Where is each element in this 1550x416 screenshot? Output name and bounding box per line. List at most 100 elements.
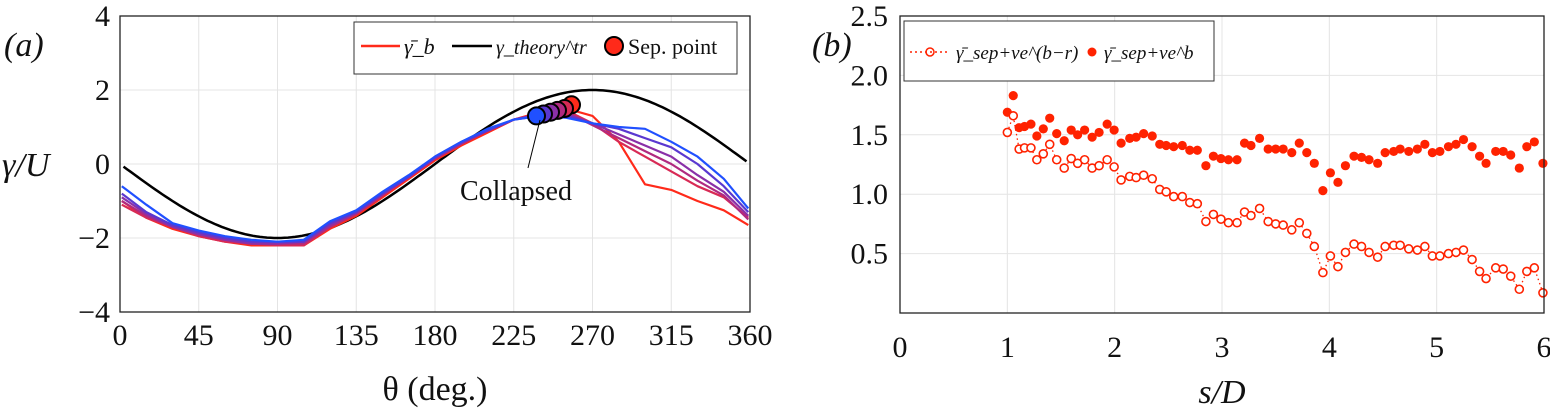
panel-a-legend: γ̄_b γ_theory^tr Sep. point xyxy=(353,21,738,75)
open-marker xyxy=(1498,264,1509,274)
filled-marker xyxy=(1278,144,1288,154)
open-marker xyxy=(1395,240,1405,251)
open-marker xyxy=(1051,154,1062,165)
x-tick-label: 45 xyxy=(184,319,214,352)
x-tick-label: 90 xyxy=(263,319,293,352)
open-marker xyxy=(1201,216,1211,227)
open-marker xyxy=(1294,217,1305,228)
open-marker xyxy=(1116,175,1126,185)
y-tick-label: −4 xyxy=(78,296,110,329)
open-marker xyxy=(1318,267,1328,278)
filled-marker xyxy=(1349,151,1359,161)
open-marker xyxy=(1192,198,1203,209)
open-marker xyxy=(1246,210,1256,221)
open-marker xyxy=(1208,209,1219,220)
theory-curve xyxy=(122,88,748,240)
filled-marker xyxy=(1514,163,1524,173)
open-marker xyxy=(1038,149,1049,159)
measured-series-line xyxy=(121,114,750,243)
panel-b-label: (b) xyxy=(812,27,852,64)
filled-marker xyxy=(1185,145,1195,155)
x-tick-label: 6 xyxy=(1537,331,1550,364)
filled-marker xyxy=(1498,146,1508,157)
filled-marker xyxy=(1052,129,1062,139)
open-marker xyxy=(1216,214,1226,224)
annotation-pointer xyxy=(527,119,541,169)
open-marker xyxy=(1147,173,1158,184)
open-marker xyxy=(1066,153,1076,164)
filled-marker xyxy=(1356,152,1367,162)
open-marker xyxy=(1138,170,1149,180)
filled-marker xyxy=(1038,124,1048,134)
open-marker xyxy=(1079,154,1090,165)
filled-marker xyxy=(1325,168,1336,178)
filled-marker xyxy=(1087,132,1097,142)
legend-measured-label: γ̄_b xyxy=(404,34,435,59)
y-tick-label: 4 xyxy=(95,0,110,33)
filled-marker xyxy=(1131,132,1141,142)
filled-marker xyxy=(1287,148,1297,158)
x-tick-label: 2 xyxy=(1107,331,1122,364)
open-marker xyxy=(1185,197,1195,208)
open-marker xyxy=(1254,203,1265,214)
filled-marker xyxy=(1216,153,1226,164)
open-marker xyxy=(1270,219,1281,229)
filled-marker xyxy=(1094,127,1104,138)
panel-a-axes-box xyxy=(119,15,751,313)
filled-marker xyxy=(1201,161,1211,171)
open-marker xyxy=(1008,110,1019,121)
panel-a: (a) 0 45 90 135 180 225 270 315 360 4 2 0 −2 −4 θ (de… xyxy=(2,0,773,408)
filled-marker xyxy=(1147,131,1157,141)
open-marker xyxy=(1102,154,1112,165)
filled-marker xyxy=(1294,138,1304,148)
open-marker xyxy=(1364,247,1374,258)
x-tick-label: 5 xyxy=(1429,331,1444,364)
open-marker xyxy=(1420,241,1430,252)
x-tick-label: 270 xyxy=(570,319,615,352)
panel-a-label: (a) xyxy=(4,27,44,64)
filled-marker xyxy=(1177,140,1187,151)
open-marker xyxy=(1232,217,1242,228)
open-marker xyxy=(1161,187,1171,197)
filled-marker xyxy=(1102,119,1112,129)
open-marker xyxy=(1177,191,1188,202)
filled-marker xyxy=(1395,144,1405,154)
filled-marker xyxy=(1318,186,1328,196)
filled-marker xyxy=(1302,148,1312,158)
filled-marker xyxy=(1169,142,1179,152)
filled-marker xyxy=(1364,155,1374,165)
open-marker xyxy=(1467,254,1477,265)
y-tick-label: 1.5 xyxy=(851,119,889,152)
filled-marker xyxy=(1232,155,1242,165)
filled-marker xyxy=(1529,137,1539,147)
legend-filled-marker xyxy=(1087,47,1097,57)
filled-marker xyxy=(1458,134,1469,145)
open-marker xyxy=(1443,248,1454,259)
filled-marker xyxy=(1373,158,1383,168)
filled-marker xyxy=(1066,125,1076,135)
panel-b-legend-box xyxy=(903,20,1215,82)
open-marker xyxy=(1044,139,1055,150)
open-marker xyxy=(1538,288,1548,298)
open-marker xyxy=(1435,251,1445,261)
panel-b: (b) 0 1 2 3 4 5 6 2.5 2.0 1.5 1.0 0.5 s/D γ̄_sep+ve… xyxy=(812,0,1550,411)
filled-marker xyxy=(1522,142,1532,152)
open-marker xyxy=(1505,271,1516,281)
annotation-collapsed: Collapsed xyxy=(460,176,572,207)
legend-open-label: γ̄_sep+ve^(b−r) xyxy=(956,43,1078,64)
filled-marker xyxy=(1467,142,1477,152)
filled-marker xyxy=(1246,140,1256,151)
open-marker xyxy=(1026,143,1036,153)
open-marker xyxy=(1522,266,1532,277)
measured-series-line xyxy=(121,112,750,245)
panel-b-legend: γ̄_sep+ve^(b−r) γ̄_sep+ve^b xyxy=(903,20,1215,82)
x-tick-label: 360 xyxy=(728,319,773,352)
filled-marker xyxy=(1412,144,1422,154)
panel-b-x-label: s/D xyxy=(1198,374,1246,411)
y-tick-label: −2 xyxy=(78,222,110,255)
filled-marker xyxy=(1491,146,1501,157)
open-marker xyxy=(1403,244,1414,254)
filled-marker xyxy=(1080,125,1090,135)
legend-theory-label: γ_theory^tr xyxy=(496,37,587,59)
x-tick-label: 0 xyxy=(113,319,128,352)
